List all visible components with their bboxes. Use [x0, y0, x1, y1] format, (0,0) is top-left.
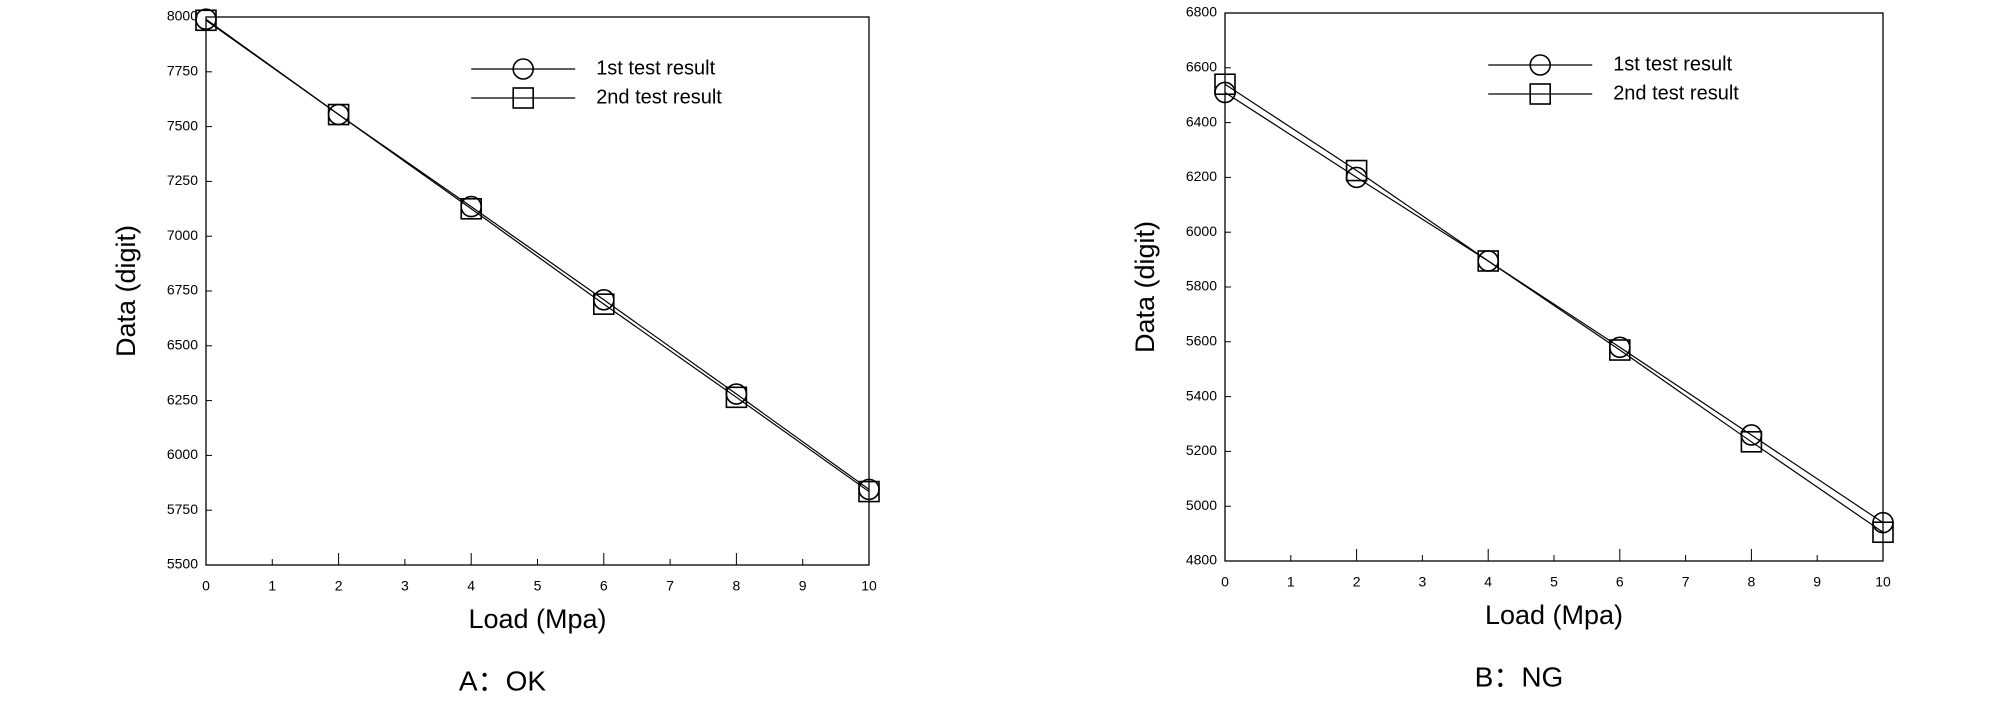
x-tick-label: 6 — [1616, 574, 1624, 590]
y-tick-label: 4800 — [1186, 552, 1217, 568]
caption: B：NG — [1475, 661, 1564, 692]
y-tick-label: 7750 — [167, 63, 198, 79]
y-tick-label: 8000 — [167, 8, 198, 24]
y-axis-label: Data (digit) — [1130, 221, 1160, 353]
x-tick-label: 10 — [861, 578, 877, 594]
y-tick-label: 5750 — [167, 501, 198, 517]
x-tick-label: 10 — [1875, 574, 1891, 590]
y-tick-label: 6800 — [1186, 4, 1217, 20]
x-tick-label: 8 — [1748, 574, 1756, 590]
x-tick-label: 0 — [1221, 574, 1229, 590]
y-tick-label: 6000 — [1186, 223, 1217, 239]
x-tick-label: 2 — [335, 578, 343, 594]
y-tick-label: 6500 — [167, 337, 198, 353]
x-tick-label: 3 — [1419, 574, 1427, 590]
legend-marker — [512, 58, 535, 80]
legend-label: 2nd test result — [596, 86, 722, 108]
legend-label: 1st test result — [1613, 53, 1732, 75]
y-tick-label: 5600 — [1186, 333, 1217, 349]
y-tick-label: 6400 — [1186, 113, 1217, 129]
marker — [195, 9, 217, 32]
x-tick-label: 9 — [1813, 574, 1821, 590]
x-tick-label: 1 — [1287, 574, 1295, 590]
y-tick-label: 6750 — [167, 282, 198, 298]
y-tick-label: 7250 — [167, 172, 198, 188]
legend-label: 1st test result — [596, 57, 715, 79]
series-line — [205, 18, 870, 490]
x-tick-label: 8 — [733, 578, 741, 594]
y-tick-label: 6250 — [167, 391, 198, 407]
x-tick-label: 7 — [666, 578, 674, 594]
marker — [1345, 159, 1368, 182]
x-tick-label: 7 — [1682, 574, 1690, 590]
marker — [858, 480, 880, 503]
caption: A：OK — [459, 665, 546, 696]
marker — [1214, 73, 1236, 96]
legend-marker — [1529, 54, 1551, 76]
plot-frame — [205, 16, 870, 566]
legend-marker — [1529, 83, 1551, 105]
x-tick-label: 0 — [202, 578, 210, 594]
y-tick-label: 5800 — [1186, 278, 1217, 294]
x-axis-label: Load (Mpa) — [468, 604, 606, 634]
x-tick-label: 4 — [1484, 574, 1492, 590]
series-line — [205, 19, 870, 493]
x-tick-label: 6 — [600, 578, 608, 594]
legend-label: 2nd test result — [1613, 82, 1739, 104]
x-tick-label: 5 — [1550, 574, 1558, 590]
marker — [725, 386, 748, 409]
y-tick-label: 5000 — [1186, 497, 1217, 513]
x-tick-label: 1 — [268, 578, 276, 594]
y-tick-label: 6600 — [1186, 59, 1217, 75]
y-tick-label: 7000 — [167, 227, 198, 243]
marker — [327, 103, 350, 126]
y-tick-label: 5400 — [1186, 387, 1217, 403]
y-tick-label: 5500 — [167, 556, 198, 572]
y-tick-label: 5200 — [1186, 442, 1217, 458]
y-tick-label: 6200 — [1186, 168, 1217, 184]
x-tick-label: 2 — [1353, 574, 1361, 590]
marker — [460, 198, 483, 220]
y-axis-label: Data (digit) — [111, 225, 141, 357]
marker — [1740, 431, 1763, 453]
marker — [592, 293, 615, 315]
series-line — [1224, 91, 1884, 524]
y-tick-label: 6000 — [167, 446, 198, 462]
x-tick-label: 5 — [534, 578, 542, 594]
x-tick-label: 9 — [799, 578, 807, 594]
x-tick-label: 4 — [467, 578, 475, 594]
marker — [1872, 521, 1894, 544]
x-tick-label: 3 — [401, 578, 409, 594]
x-axis-label: Load (Mpa) — [1485, 600, 1623, 630]
marker — [1609, 339, 1631, 361]
series-line — [1224, 83, 1884, 533]
plot-frame — [1224, 12, 1884, 562]
marker — [1477, 250, 1499, 272]
y-tick-label: 7500 — [167, 117, 198, 133]
legend-marker — [512, 87, 535, 109]
